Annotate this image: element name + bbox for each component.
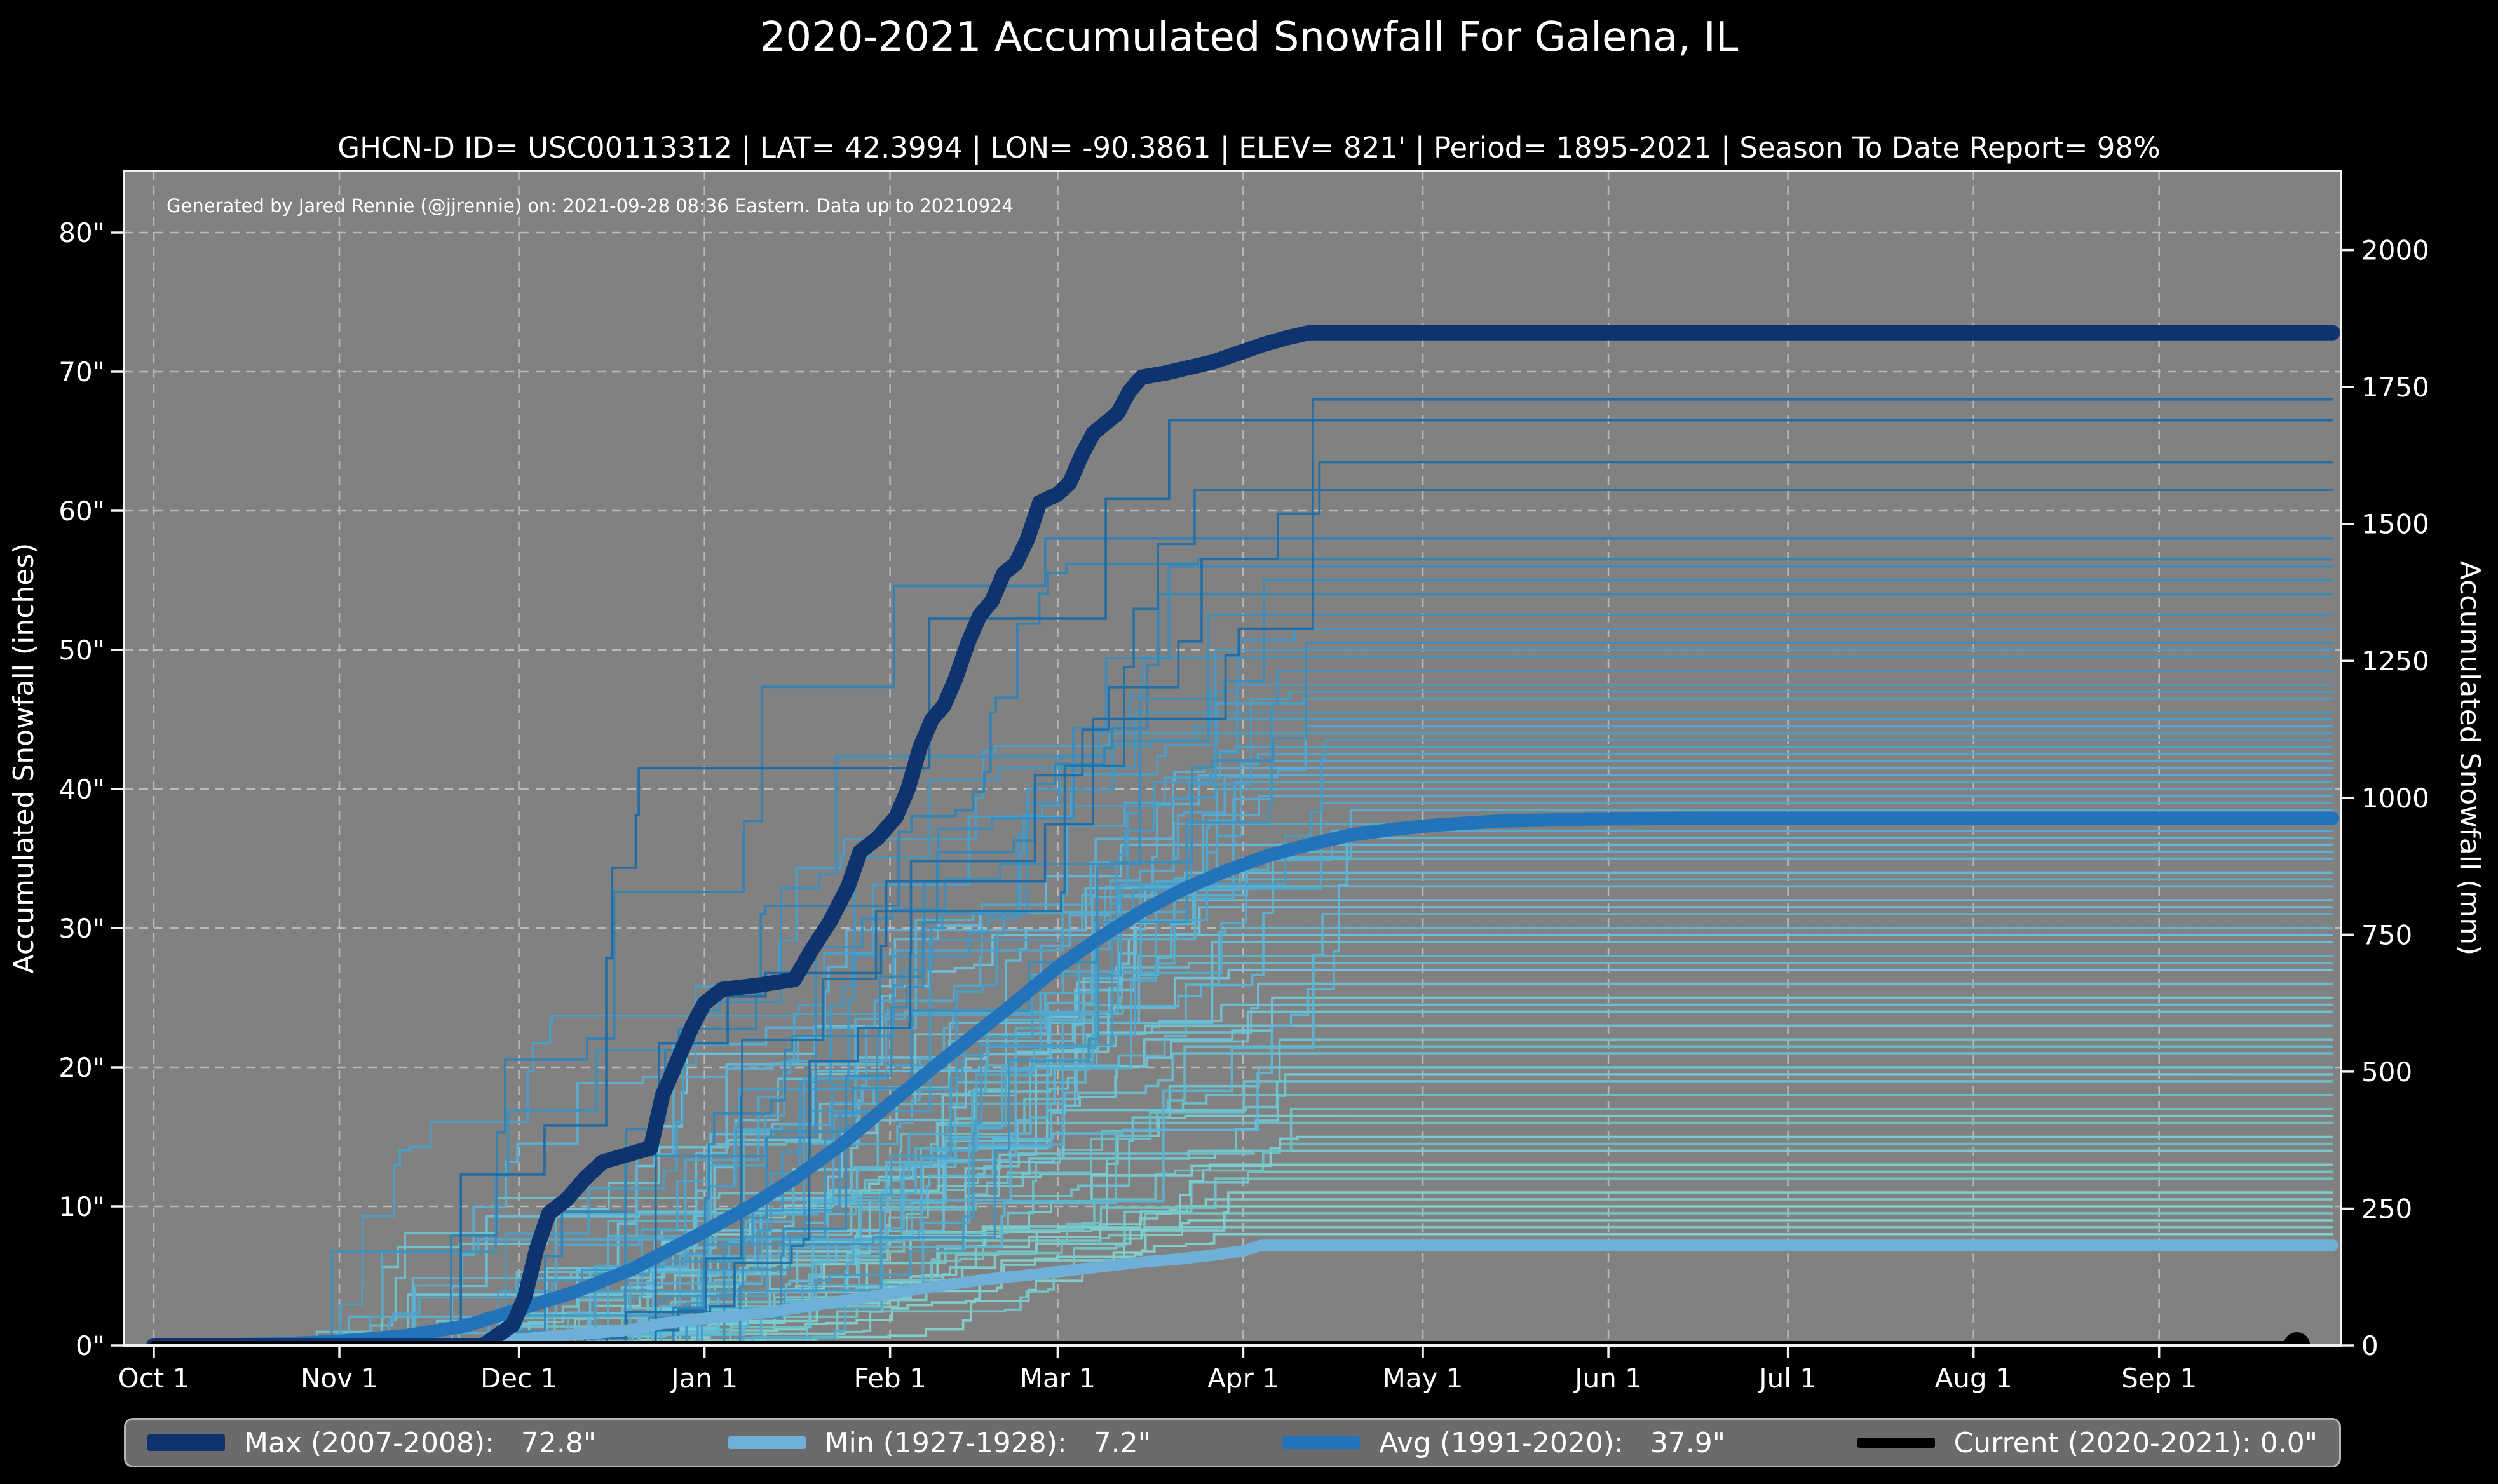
- year-line: [154, 746, 2333, 1346]
- year-line: [154, 767, 2333, 1346]
- attribution-text: Generated by Jared Rennie (@jjrennie) on…: [166, 195, 1014, 217]
- year-line: [154, 697, 2333, 1346]
- legend-label: Avg (1991-2020): 37.9": [1379, 1426, 1726, 1459]
- x-tick-label: Jul 1: [1757, 1363, 1817, 1394]
- station-metadata-subtitle: GHCN-D ID= USC00113312 | LAT= 42.3994 | …: [337, 131, 2161, 165]
- year-line: [154, 419, 2333, 1346]
- x-tick-label: Sep 1: [2121, 1363, 2197, 1394]
- legend-label: Current (2020-2021): 0.0": [1953, 1426, 2318, 1459]
- x-tick-label: Oct 1: [118, 1363, 190, 1394]
- x-tick-label: Nov 1: [301, 1363, 378, 1394]
- main-series-lines: [146, 325, 2340, 1346]
- y-left-tick-label: 20": [58, 1052, 105, 1083]
- y-left-tick-label: 30": [58, 913, 105, 944]
- x-tick-label: Jan 1: [669, 1363, 738, 1394]
- legend-item: Min (1927-1928): 7.2": [728, 1427, 1151, 1459]
- max-line: [146, 325, 2340, 1346]
- y-right-tick-label: 1000: [2361, 783, 2429, 814]
- y-right-tick-label: 500: [2361, 1056, 2412, 1088]
- year-line: [154, 628, 2333, 1346]
- y-right-tick-label: 1250: [2361, 645, 2429, 677]
- legend-swatch: [1282, 1436, 1361, 1449]
- year-line: [154, 670, 2333, 1346]
- y-right-tick-label: 1750: [2361, 372, 2429, 403]
- y-left-tick-label: 40": [58, 774, 105, 805]
- y-left-tick-label: 0": [76, 1330, 105, 1361]
- year-line: [154, 718, 2333, 1346]
- y-left-tick-label: 70": [58, 356, 105, 388]
- year-line: [154, 593, 2333, 1346]
- legend-item: Current (2020-2021): 0.0": [1857, 1427, 2318, 1459]
- year-line: [154, 739, 2333, 1346]
- year-line: [154, 489, 2333, 1346]
- year-line: [154, 461, 2333, 1346]
- legend-label: Max (2007-2008): 72.8": [244, 1426, 597, 1459]
- year-line: [154, 398, 2333, 1346]
- y-right-tick-label: 1500: [2361, 509, 2429, 540]
- year-line: [154, 906, 2333, 1346]
- plot-background: [124, 171, 2341, 1346]
- legend-label: Min (1927-1928): 7.2": [824, 1426, 1151, 1459]
- page-title: 2020-2021 Accumulated Snowfall For Galen…: [759, 14, 1739, 61]
- y-left-axis-label: Accumulated Snowfall (inches): [8, 543, 40, 974]
- y-right-axis-label: Accumulated Snowfall (mm): [2454, 561, 2486, 955]
- y-left-tick-label: 50": [58, 635, 105, 666]
- y-left-tick-label: 10": [58, 1191, 105, 1222]
- avg-line: [147, 811, 2340, 1346]
- current-end-marker: [2283, 1332, 2311, 1346]
- x-tick-label: Jun 1: [1573, 1363, 1642, 1394]
- legend-swatch: [147, 1434, 225, 1451]
- x-tick-label: Mar 1: [1020, 1363, 1096, 1394]
- year-line: [154, 774, 2333, 1346]
- year-line: [154, 732, 2333, 1346]
- legend-swatch: [1857, 1438, 1935, 1448]
- year-line: [154, 1066, 2333, 1346]
- y-left-tick-label: 80": [58, 217, 105, 248]
- x-tick-label: Feb 1: [853, 1363, 926, 1394]
- legend-swatch: [728, 1436, 806, 1449]
- year-line: [154, 795, 2333, 1346]
- y-right-tick-label: 2000: [2361, 235, 2429, 266]
- year-line: [154, 642, 2333, 1346]
- y-right-tick-label: 0: [2361, 1330, 2379, 1361]
- year-line: [154, 1198, 2333, 1346]
- y-left-tick-label: 60": [58, 496, 105, 527]
- year-line: [154, 850, 2333, 1346]
- x-tick-label: Apr 1: [1207, 1363, 1279, 1394]
- year-line: [154, 829, 2333, 1346]
- plot-border: [123, 170, 2342, 1347]
- x-tick-label: Dec 1: [480, 1363, 557, 1394]
- axis-ticks: [111, 231, 2354, 1358]
- year-line: [154, 823, 2333, 1346]
- min-line: [148, 1239, 2338, 1346]
- year-line: [154, 725, 2333, 1346]
- legend-item: Max (2007-2008): 72.8": [147, 1427, 596, 1459]
- legend-item: Avg (1991-2020): 37.9": [1282, 1427, 1725, 1459]
- x-tick-label: May 1: [1383, 1363, 1463, 1394]
- y-right-tick-label: 750: [2361, 919, 2412, 950]
- chart-legend: Max (2007-2008): 72.8" Min (1927-1928): 7…: [124, 1418, 2341, 1467]
- year-line: [154, 683, 2333, 1346]
- x-tick-label: Aug 1: [1935, 1363, 2013, 1394]
- year-line: [154, 537, 2333, 1346]
- y-right-tick-label: 250: [2361, 1193, 2412, 1224]
- axis-tick-labels: Oct 1 Nov 1 Dec 1 Jan 1 Feb 1 Mar 1 Apr 1 May 1…: [58, 217, 2429, 1394]
